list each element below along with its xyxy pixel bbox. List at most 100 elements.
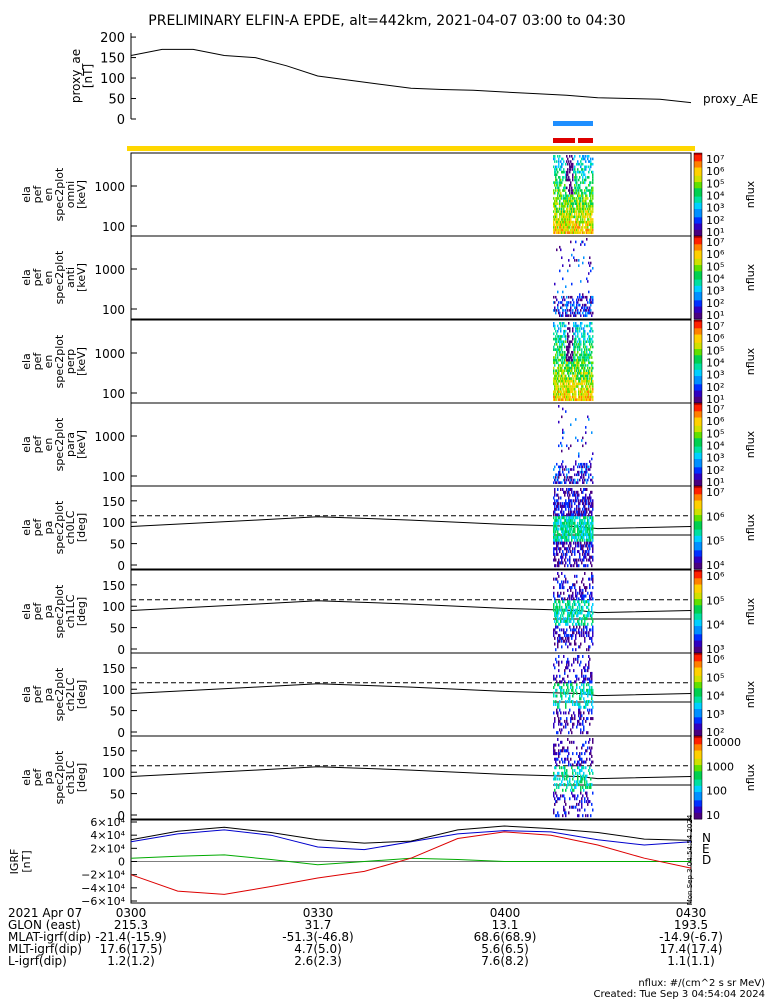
spectrogram-pixel [579, 348, 581, 351]
spectrogram-pixel [557, 228, 559, 232]
spectrogram-pixel [586, 314, 588, 317]
spectrogram-pixel [568, 197, 570, 200]
spectrogram-pixel [592, 173, 594, 177]
spectrogram-pixel [572, 688, 574, 692]
spectrogram-pixel [559, 374, 561, 378]
spectrogram-pixel [571, 785, 573, 789]
spectrogram-pixel [583, 728, 585, 732]
spectrogram-pixel [582, 385, 584, 388]
spectrogram-pixel [586, 783, 588, 787]
spectrogram-pixel [574, 628, 576, 632]
spectrogram-pixel [591, 617, 593, 621]
spectrogram-pixel [592, 771, 594, 775]
colorbar-tick-label: 100 [706, 785, 727, 798]
spectrogram-pixel [554, 218, 556, 221]
spectrogram-pixel [567, 700, 569, 704]
spectrogram-pixel [588, 507, 590, 511]
spectrogram-pixel [561, 202, 563, 205]
orbit-row-value-1-0: 215.3 [114, 918, 148, 932]
spectrogram-pixel [574, 306, 576, 310]
spectrogram-pixel [588, 395, 590, 399]
spectrogram-pixel [567, 215, 569, 219]
spectrogram-pixel [567, 303, 569, 307]
spectrogram-pixel [577, 366, 579, 370]
spectrogram-pixel [579, 303, 581, 307]
spectrogram-pixel [575, 460, 577, 463]
colorbar-cell [694, 615, 702, 619]
spectrogram-pixel [571, 766, 573, 770]
spectrogram-pixel [574, 680, 576, 684]
spectrogram-pixel [582, 502, 584, 506]
spectrogram-pixel [591, 769, 593, 773]
spectrogram-pixel [554, 802, 556, 806]
spectrogram-pixel [559, 538, 561, 542]
spectrogram-pixel [555, 173, 557, 177]
spectrogram-pixel [584, 377, 586, 380]
spectrogram-pixel [576, 301, 578, 304]
spectrogram-pixel [587, 210, 589, 213]
spectrogram-pixel [577, 541, 579, 545]
spectrogram-pixel [562, 398, 564, 401]
spectrogram-pixel [589, 335, 591, 338]
colorbar-cell [694, 267, 702, 270]
spectrogram-pixel [579, 340, 581, 344]
spectrogram-pixel [559, 176, 561, 179]
spectrogram-pixel [565, 631, 567, 635]
spectrogram-pixel [553, 702, 555, 706]
spectrogram-pixel [588, 688, 590, 692]
spectrogram-pixel [569, 547, 571, 551]
spectrogram-pixel [553, 210, 555, 213]
spectrogram-pixel [573, 256, 575, 260]
spectrogram-pixel [560, 353, 562, 357]
spectrogram-pixel [557, 538, 559, 542]
spectrogram-pixel [578, 766, 580, 770]
spectrogram-pixel [557, 387, 559, 391]
spectrogram-pixel [579, 207, 581, 211]
spectrogram-pixel [569, 797, 571, 801]
spectrogram-pixel [572, 550, 574, 554]
spectrogram-pixel [589, 544, 591, 548]
spectrogram-pixel [582, 591, 584, 595]
spectrogram-pixel [581, 468, 583, 471]
spectrogram-pixel [580, 372, 582, 375]
spectrogram-pixel [568, 176, 570, 179]
spectrogram-pixel [572, 223, 574, 227]
spectrogram-pixel [574, 186, 576, 190]
spectrogram-pixel [573, 379, 575, 383]
spectrogram-pixel [582, 382, 584, 386]
spectrogram-pixel [554, 356, 556, 359]
spectrogram-pixel [580, 547, 582, 551]
spectrogram-pixel [553, 369, 555, 372]
spectrogram-pixel [576, 324, 578, 328]
spectrogram-pixel [569, 155, 571, 158]
spectrogram-pixel [569, 345, 571, 349]
spectrogram-pixel [589, 785, 591, 789]
spectrogram-pixel [573, 332, 575, 336]
spectrogram-pixel [577, 226, 579, 229]
spectrogram-pixel [590, 298, 592, 302]
spectrogram-pixel [572, 547, 574, 551]
colorbar-cell [694, 510, 702, 514]
spectrogram-pixel [566, 226, 568, 229]
spectrogram-pixel [581, 220, 583, 224]
spectrogram-pixel [572, 374, 574, 378]
spectrogram-pixel [560, 586, 562, 590]
spectrogram-pixel [575, 340, 577, 344]
spectrogram-pixel [565, 711, 567, 715]
spectrogram-pixel [573, 478, 575, 482]
spectrogram-pixel [576, 191, 578, 195]
spectrogram-pixel [577, 218, 579, 221]
spectrogram-pixel [575, 622, 577, 626]
colorbar-tick-label: 10⁴ [706, 619, 725, 632]
spectrogram-pixel [567, 205, 569, 208]
spectrogram-pixel [582, 794, 584, 798]
spectrogram-pixel [578, 452, 580, 455]
spectrogram-pixel [584, 507, 586, 511]
colorbar-cell [694, 572, 702, 575]
spectrogram-pixel [569, 220, 571, 224]
spectrogram-pixel [562, 202, 564, 205]
spectrogram-pixel [556, 212, 558, 216]
spectrogram-pixel [572, 379, 574, 383]
spectrogram-pixel [577, 533, 579, 537]
colorbar-label: nflux [744, 347, 757, 375]
